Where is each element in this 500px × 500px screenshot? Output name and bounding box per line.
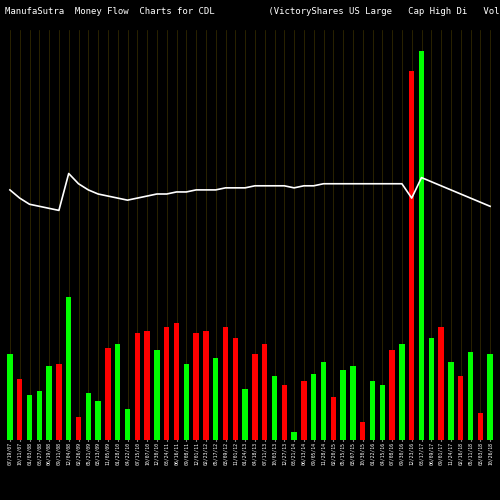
Bar xyxy=(409,71,414,440)
Bar xyxy=(468,352,473,440)
Bar xyxy=(321,362,326,440)
Bar xyxy=(36,391,42,440)
Bar xyxy=(419,50,424,440)
Bar xyxy=(340,370,346,440)
Bar xyxy=(301,380,306,440)
Bar xyxy=(458,376,464,440)
Bar xyxy=(390,350,395,440)
Bar xyxy=(399,344,404,440)
Bar xyxy=(125,409,130,440)
Text: ManufaSutra  Money Flow  Charts for CDL          (VictoryShares US Large   Cap H: ManufaSutra Money Flow Charts for CDL (V… xyxy=(5,8,500,16)
Bar xyxy=(232,338,238,440)
Bar xyxy=(330,397,336,440)
Bar xyxy=(46,366,52,440)
Bar xyxy=(350,366,356,440)
Bar xyxy=(478,414,483,440)
Bar xyxy=(7,354,12,440)
Bar xyxy=(115,344,120,440)
Bar xyxy=(488,354,493,440)
Bar xyxy=(164,327,170,440)
Bar xyxy=(262,344,268,440)
Bar xyxy=(76,418,81,440)
Bar xyxy=(448,362,454,440)
Bar xyxy=(27,395,32,440)
Bar xyxy=(194,334,199,440)
Bar xyxy=(292,432,297,440)
Bar xyxy=(380,384,385,440)
Bar xyxy=(96,401,101,440)
Bar xyxy=(105,348,110,440)
Bar xyxy=(311,374,316,440)
Bar xyxy=(66,296,71,440)
Bar xyxy=(213,358,218,440)
Bar xyxy=(144,332,150,440)
Bar xyxy=(282,384,287,440)
Bar xyxy=(56,364,62,440)
Bar xyxy=(17,378,22,440)
Bar xyxy=(203,332,208,440)
Bar xyxy=(223,327,228,440)
Bar xyxy=(360,422,366,440)
Bar xyxy=(184,364,189,440)
Bar xyxy=(134,334,140,440)
Bar xyxy=(252,354,258,440)
Bar xyxy=(272,376,277,440)
Bar xyxy=(438,327,444,440)
Bar xyxy=(370,380,375,440)
Bar xyxy=(154,350,160,440)
Bar xyxy=(428,338,434,440)
Bar xyxy=(242,389,248,440)
Bar xyxy=(174,323,179,440)
Bar xyxy=(86,393,91,440)
